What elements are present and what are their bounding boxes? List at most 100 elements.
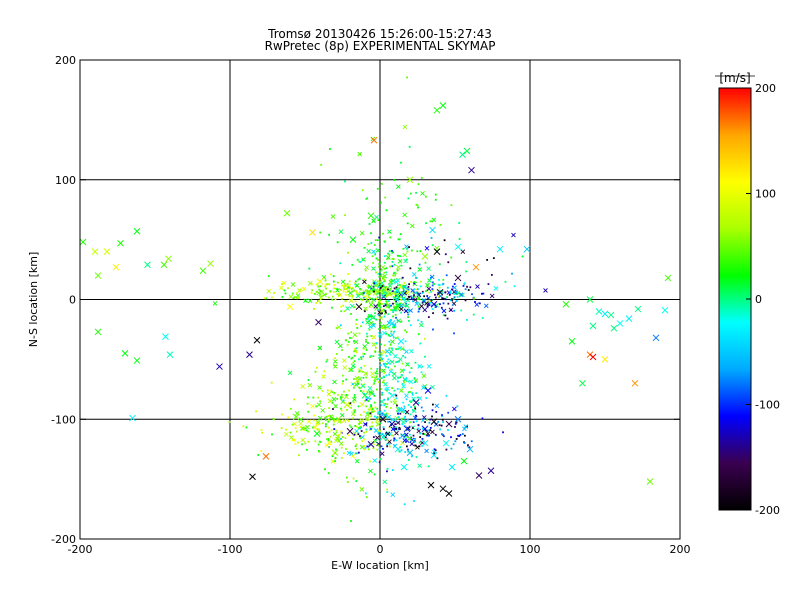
data-point-dot xyxy=(356,380,359,383)
data-point-dot xyxy=(395,316,397,319)
data-point-dot xyxy=(460,309,463,312)
data-point-dot xyxy=(463,434,466,437)
data-point-dot xyxy=(289,431,292,434)
data-point-dot xyxy=(408,246,410,248)
data-point-small-cross xyxy=(340,279,346,285)
data-point-dot xyxy=(355,447,358,450)
data-point-dot xyxy=(389,289,391,292)
data-point-dot xyxy=(445,274,448,277)
data-point-dot xyxy=(352,438,354,440)
data-point-dot xyxy=(291,423,294,426)
data-point-small-cross xyxy=(326,391,332,397)
data-point-dot xyxy=(350,337,353,339)
data-point-dot xyxy=(400,449,403,452)
data-point-dot xyxy=(407,295,410,298)
data-point-dot xyxy=(350,331,353,334)
data-point-dot xyxy=(376,372,379,375)
data-point-small-cross xyxy=(345,306,350,311)
data-point-dot xyxy=(394,291,397,294)
data-point-dot xyxy=(359,414,362,416)
data-point-dot xyxy=(456,296,459,298)
data-point-dot xyxy=(433,283,436,285)
data-point-dot xyxy=(348,289,351,292)
data-point-dot xyxy=(379,286,382,289)
data-point-dot xyxy=(378,275,381,278)
data-point-dot xyxy=(394,313,397,316)
data-point-dot xyxy=(371,300,373,303)
data-point-dot xyxy=(442,297,445,300)
data-point-dot xyxy=(354,452,357,455)
data-point-dot xyxy=(381,284,384,287)
data-point-dot xyxy=(315,302,317,304)
data-point-small-cross xyxy=(377,353,383,359)
data-point-cross xyxy=(309,229,316,236)
data-point-small-cross xyxy=(397,357,403,362)
data-point-dot xyxy=(335,429,338,432)
data-point-small-cross xyxy=(409,437,415,443)
data-point-dot xyxy=(361,258,364,261)
data-point-dot xyxy=(296,297,298,300)
data-point-cross xyxy=(379,415,387,423)
data-point-small-cross xyxy=(374,214,379,220)
data-point-dot xyxy=(438,284,441,286)
data-point-small-cross xyxy=(341,418,347,423)
data-point-dot xyxy=(324,416,327,419)
data-point-small-cross xyxy=(360,383,366,389)
data-point-dot xyxy=(413,294,415,297)
data-point-dot xyxy=(333,420,336,423)
data-point-dot xyxy=(383,404,386,407)
data-point-dot xyxy=(360,366,363,369)
data-point-small-cross xyxy=(290,282,296,287)
data-point-small-cross xyxy=(397,258,403,264)
data-point-dot xyxy=(378,263,381,265)
data-point-small-cross xyxy=(338,229,344,235)
data-point-dot xyxy=(319,432,322,435)
data-point-dot xyxy=(382,428,385,430)
data-point-small-cross xyxy=(333,364,338,369)
data-point-dot xyxy=(481,317,484,319)
data-point-dot xyxy=(363,410,365,413)
data-point-dot xyxy=(423,295,426,298)
data-point-dot xyxy=(383,271,386,274)
data-point-dot xyxy=(343,288,346,290)
data-point-dot xyxy=(287,287,289,290)
data-point-small-cross xyxy=(336,419,342,424)
data-point-dot xyxy=(377,290,379,293)
data-point-dot xyxy=(360,356,363,359)
data-point-dot xyxy=(453,296,456,299)
data-point-dot xyxy=(418,441,421,444)
data-point-small-cross xyxy=(452,406,457,412)
data-point-small-cross xyxy=(377,279,382,285)
data-point-dot xyxy=(386,301,388,304)
data-point-small-cross xyxy=(354,428,359,434)
data-point-dot xyxy=(357,293,360,295)
data-point-small-cross xyxy=(390,417,395,422)
data-point-dot xyxy=(401,382,404,385)
data-point-dot xyxy=(428,421,431,424)
data-point-dot xyxy=(299,425,302,428)
data-point-dot xyxy=(406,362,409,365)
data-point-small-cross xyxy=(422,307,428,313)
data-point-dot xyxy=(467,289,470,291)
data-point-dot xyxy=(358,435,361,438)
data-point-dot xyxy=(366,390,369,393)
data-point-small-cross xyxy=(332,379,337,385)
data-point-dot xyxy=(379,377,382,380)
data-point-dot xyxy=(385,332,388,335)
data-point-cross xyxy=(94,328,102,336)
data-point-dot xyxy=(329,148,331,150)
data-point-dot xyxy=(374,253,377,256)
data-point-small-cross xyxy=(389,359,395,365)
data-point-dot xyxy=(455,421,458,424)
data-point-dot xyxy=(468,446,471,449)
data-point-dot xyxy=(413,500,415,502)
data-point-dot xyxy=(466,285,468,288)
data-point-dot xyxy=(390,330,393,333)
data-point-small-cross xyxy=(409,348,414,354)
data-point-dot xyxy=(355,351,358,354)
data-point-dot xyxy=(404,451,407,453)
data-point-dot xyxy=(340,430,343,433)
data-point-small-cross xyxy=(324,442,330,448)
data-point-dot xyxy=(343,452,345,455)
data-point-dot xyxy=(362,352,365,355)
